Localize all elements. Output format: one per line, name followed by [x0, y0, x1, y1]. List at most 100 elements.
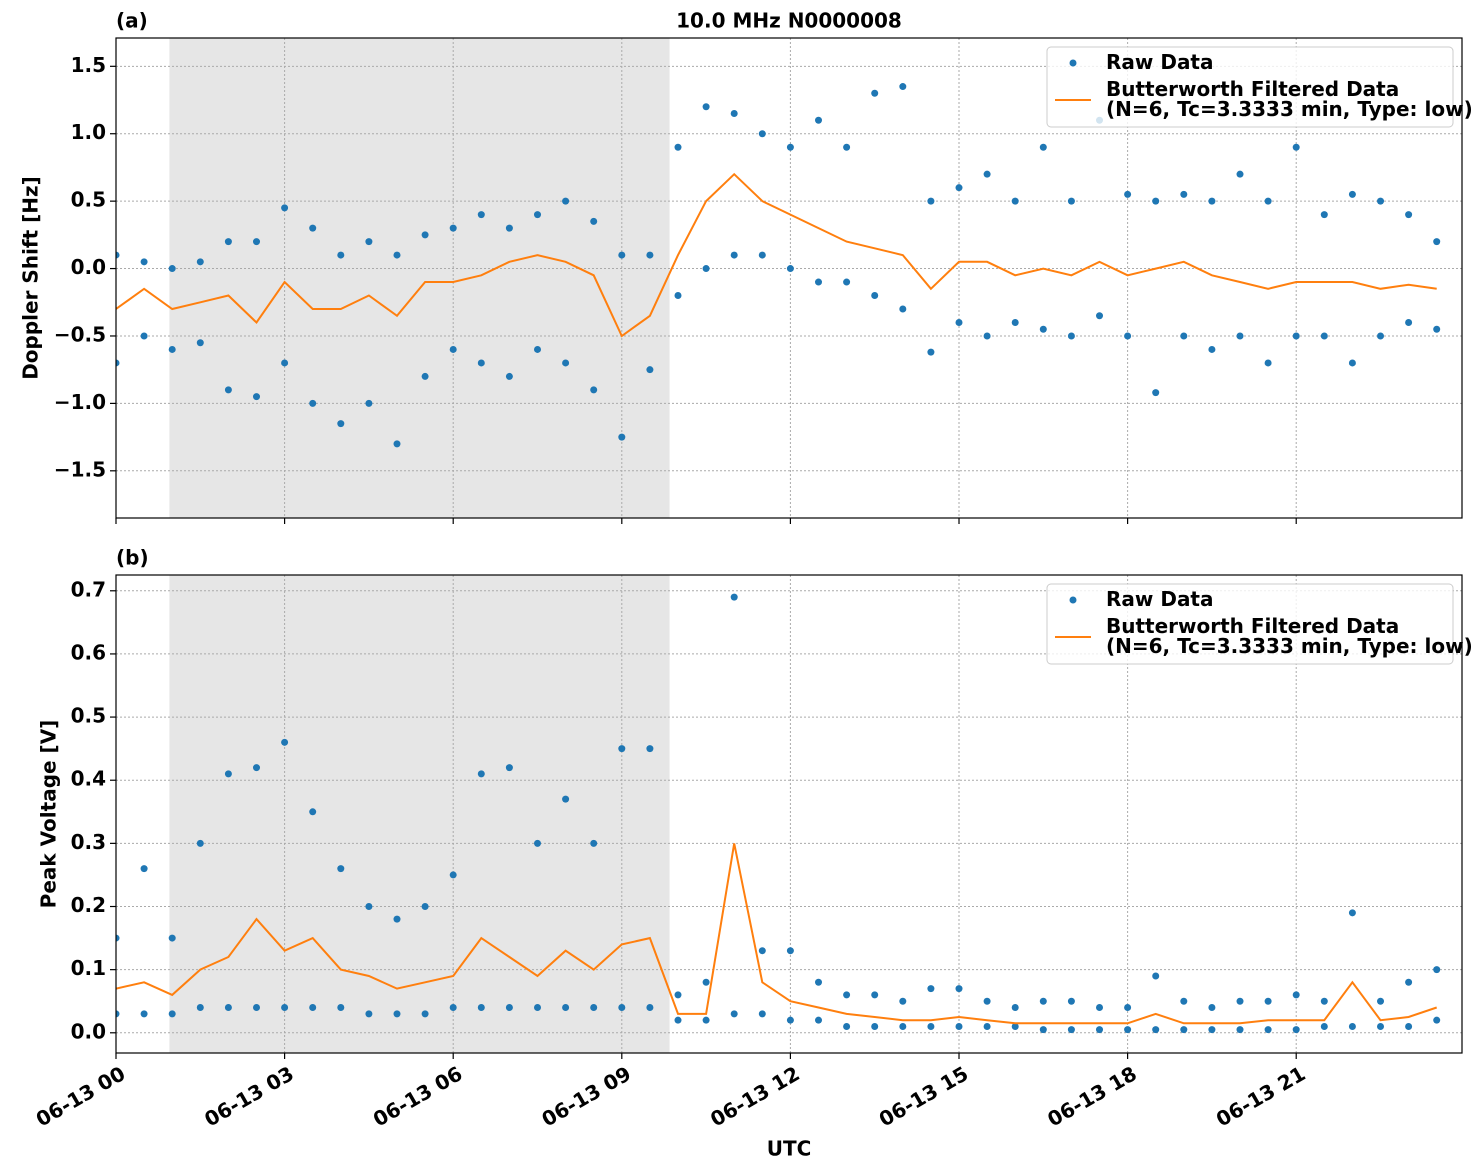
- raw-point: [1152, 197, 1160, 205]
- raw-point: [871, 292, 879, 300]
- raw-point: [590, 386, 598, 394]
- raw-point: [1433, 238, 1441, 246]
- raw-point: [116, 359, 120, 367]
- raw-point: [730, 110, 738, 118]
- raw-point: [1152, 1026, 1160, 1034]
- raw-point: [1011, 1004, 1019, 1012]
- raw-point: [1039, 1026, 1047, 1034]
- raw-point: [116, 251, 120, 259]
- raw-point: [309, 1004, 317, 1012]
- raw-point: [1377, 997, 1385, 1005]
- raw-point: [843, 1022, 851, 1030]
- raw-point: [1152, 389, 1160, 397]
- raw-point: [140, 1010, 148, 1018]
- raw-point: [140, 865, 148, 873]
- x-tick-label: 06-13 18: [1043, 1061, 1141, 1131]
- raw-point: [1067, 997, 1075, 1005]
- raw-point: [281, 1004, 289, 1012]
- raw-point: [955, 318, 963, 326]
- raw-point: [815, 978, 823, 986]
- raw-point: [253, 238, 261, 246]
- raw-point: [1236, 332, 1244, 340]
- raw-point: [1039, 325, 1047, 333]
- raw-point: [730, 1010, 738, 1018]
- raw-point: [1320, 332, 1328, 340]
- raw-point: [168, 345, 176, 353]
- raw-point: [1096, 1004, 1104, 1012]
- raw-point: [449, 224, 457, 232]
- raw-point: [1433, 1016, 1441, 1024]
- y-tick-label: 0.2: [71, 893, 106, 917]
- raw-point: [730, 251, 738, 259]
- raw-point: [871, 991, 879, 999]
- raw-point: [1320, 211, 1328, 219]
- raw-point: [1067, 1026, 1075, 1034]
- raw-point: [393, 440, 401, 448]
- raw-point: [618, 1004, 626, 1012]
- raw-point: [196, 339, 204, 347]
- raw-point: [365, 1010, 373, 1018]
- raw-point: [786, 947, 794, 955]
- raw-point: [281, 359, 289, 367]
- raw-point: [505, 372, 513, 380]
- raw-point: [927, 1022, 935, 1030]
- raw-point: [674, 143, 682, 151]
- raw-point: [253, 393, 261, 401]
- raw-point: [1348, 1022, 1356, 1030]
- y-tick-label: 0.5: [71, 704, 106, 728]
- raw-point: [702, 1016, 710, 1024]
- raw-point: [618, 251, 626, 259]
- raw-point: [1405, 211, 1413, 219]
- legend-label: Butterworth Filtered Data (N=6, Tc=3.3333…: [1106, 614, 1471, 658]
- raw-point: [1236, 1026, 1244, 1034]
- raw-point: [702, 265, 710, 273]
- raw-point: [815, 116, 823, 124]
- raw-point: [477, 1004, 485, 1012]
- raw-point: [815, 1016, 823, 1024]
- x-tick-label: 06-13 15: [875, 1061, 973, 1131]
- raw-point: [815, 278, 823, 286]
- y-tick-label: 0.1: [71, 956, 106, 980]
- raw-point: [393, 251, 401, 259]
- y-tick-label: 0.3: [71, 830, 106, 854]
- raw-point: [477, 770, 485, 778]
- raw-point: [393, 1010, 401, 1018]
- raw-point: [505, 224, 513, 232]
- x-tick-label: 06-13 09: [538, 1061, 636, 1131]
- filtered-line: [116, 843, 1438, 1025]
- raw-point: [1292, 332, 1300, 340]
- raw-point: [1067, 332, 1075, 340]
- raw-point: [224, 238, 232, 246]
- raw-point: [562, 359, 570, 367]
- axes-frame: [115, 37, 1463, 519]
- raw-point: [899, 83, 907, 91]
- raw-point: [168, 934, 176, 942]
- plot-area: [116, 83, 1441, 448]
- y-axis-label: Peak Voltage [V]: [37, 720, 61, 909]
- raw-point: [702, 103, 710, 111]
- raw-point: [562, 795, 570, 803]
- raw-point: [253, 1004, 261, 1012]
- raw-point: [646, 251, 654, 259]
- raw-point: [365, 399, 373, 407]
- raw-point: [1067, 197, 1075, 205]
- raw-point: [421, 231, 429, 239]
- y-axis-label: Doppler Shift [Hz]: [19, 176, 43, 380]
- raw-point: [365, 903, 373, 911]
- raw-point: [1152, 972, 1160, 980]
- raw-point: [562, 1004, 570, 1012]
- raw-point: [1405, 978, 1413, 986]
- y-tick-label: 1.0: [71, 120, 106, 144]
- y-tick-label: 0.7: [71, 577, 106, 601]
- legend-marker: [1069, 59, 1077, 67]
- raw-point: [1011, 1022, 1019, 1030]
- raw-point: [1180, 332, 1188, 340]
- raw-point: [1208, 1004, 1216, 1012]
- raw-point: [1377, 1022, 1385, 1030]
- raw-point: [534, 211, 542, 219]
- raw-point: [786, 143, 794, 151]
- raw-point: [281, 738, 289, 746]
- x-tick-label: 06-13 21: [1212, 1061, 1310, 1131]
- raw-point: [1348, 190, 1356, 198]
